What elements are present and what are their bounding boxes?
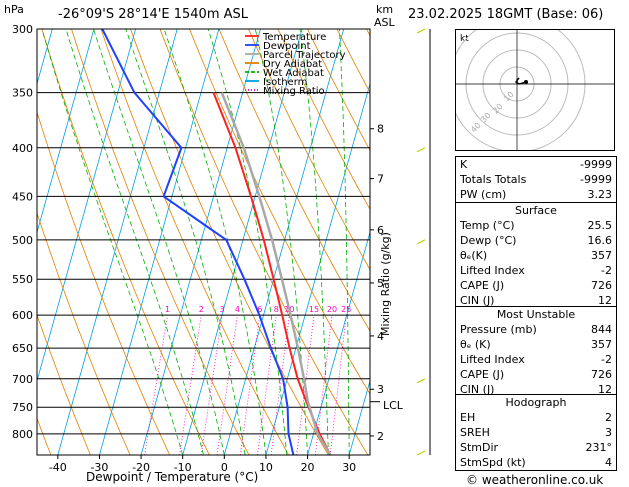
wind-barbs: [417, 29, 430, 455]
hodograph-unit: kt: [460, 34, 469, 44]
temperature-tick-label: -40: [49, 461, 67, 474]
temperature-tick-label: 20: [301, 461, 315, 474]
unstable-row-cape: CAPE (J)726: [456, 367, 616, 382]
pressure-tick-label: 650: [12, 342, 33, 355]
mixing-ratio-label: 2: [199, 305, 204, 314]
wet-adiabat-line: [391, 29, 403, 455]
pressure-tick-label: 500: [12, 234, 33, 247]
indices-surface-table: Surface Temp (°C)25.5 Dewp (°C)16.6 θₑ(K…: [455, 202, 617, 309]
isotherm-line: [0, 29, 11, 455]
mixing-ratio-axis-label: Mixing Ratio (g/kg): [379, 232, 392, 336]
wind-barb: [417, 379, 425, 383]
pressure-axis: 300 350 400 450 500 550 600 650 700 750 800: [12, 23, 33, 441]
pressure-tick-label: 350: [12, 87, 33, 100]
mixing-ratio-label: 25: [341, 305, 351, 314]
index-row-k: K-9999: [456, 157, 616, 172]
hodo-ring-label-4: 30: [479, 111, 493, 125]
pressure-tick-label: 750: [12, 401, 33, 414]
indices-unstable-table: Most Unstable Pressure (mb)844 θₑ (K)357…: [455, 306, 617, 398]
height-tick-label: 2: [377, 430, 384, 443]
surface-row-thetae: θₑ(K)357: [456, 248, 616, 263]
pressure-tick-label: 400: [12, 142, 33, 155]
surface-section-title: Surface: [456, 203, 616, 218]
height-tick-label: 8: [377, 123, 384, 136]
surface-row-li: Lifted Index-2: [456, 263, 616, 278]
parcel-line: [222, 93, 331, 455]
hodo-row-stmspd: StmSpd (kt)4: [456, 455, 616, 470]
indices-top-table: K-9999 Totals Totals-9999 PW (cm)3.23: [455, 156, 617, 203]
height-tick-label: 7: [377, 173, 384, 186]
pressure-tick-label: 700: [12, 373, 33, 386]
wind-barb: [417, 451, 425, 455]
hodo-ring-label-2: 20: [491, 102, 505, 116]
mixing-ratio-label: 1: [165, 305, 170, 314]
surface-row-temp: Temp (°C)25.5: [456, 218, 616, 233]
temperature-tick-label: 30: [342, 461, 356, 474]
mixing-ratio-label: 4: [235, 305, 240, 314]
index-row-pw: PW (cm)3.23: [456, 187, 616, 202]
mixing-ratio-label: 15: [309, 305, 319, 314]
pressure-tick-label: 800: [12, 428, 33, 441]
surface-row-dewp: Dewp (°C)16.6: [456, 233, 616, 248]
pressure-tick-label: 450: [12, 190, 33, 203]
hodograph-panel: kt 10 20 40 30: [455, 29, 615, 151]
mixing-ratio-label: 20: [327, 305, 337, 314]
pressure-tick-label: 600: [12, 309, 33, 322]
surface-row-cape: CAPE (J)726: [456, 278, 616, 293]
hodo-ring-label-1: 10: [502, 90, 516, 104]
unstable-row-li: Lifted Index-2: [456, 352, 616, 367]
storm-motion-dot: [524, 80, 528, 84]
copyright-text: © weatheronline.co.uk: [466, 473, 603, 487]
wind-barb: [417, 240, 425, 244]
hodo-ring-label-3: 40: [469, 121, 483, 135]
temperature-tick-label: 10: [259, 461, 273, 474]
legend-label: Mixing Ratio: [263, 86, 325, 97]
hodograph-plot: kt 10 20 40 30: [456, 30, 614, 150]
height-tick-label: 3: [377, 383, 384, 396]
pressure-tick-label: 550: [12, 273, 33, 286]
x-axis-label: Dewpoint / Temperature (°C): [86, 470, 258, 484]
pressure-tick-label: 300: [12, 23, 33, 36]
unstable-row-pressure: Pressure (mb)844: [456, 322, 616, 337]
unstable-row-thetae: θₑ (K)357: [456, 337, 616, 352]
wind-barb: [417, 148, 425, 152]
unstable-section-title: Most Unstable: [456, 307, 616, 322]
mixing-ratio-label: 3: [220, 305, 225, 314]
lcl-label: LCL: [383, 399, 404, 412]
wind-barb: [417, 29, 425, 33]
hodograph-section-title: Hodograph: [456, 395, 616, 410]
mixing-ratio-label: 8: [274, 305, 279, 314]
index-row-totals: Totals Totals-9999: [456, 172, 616, 187]
